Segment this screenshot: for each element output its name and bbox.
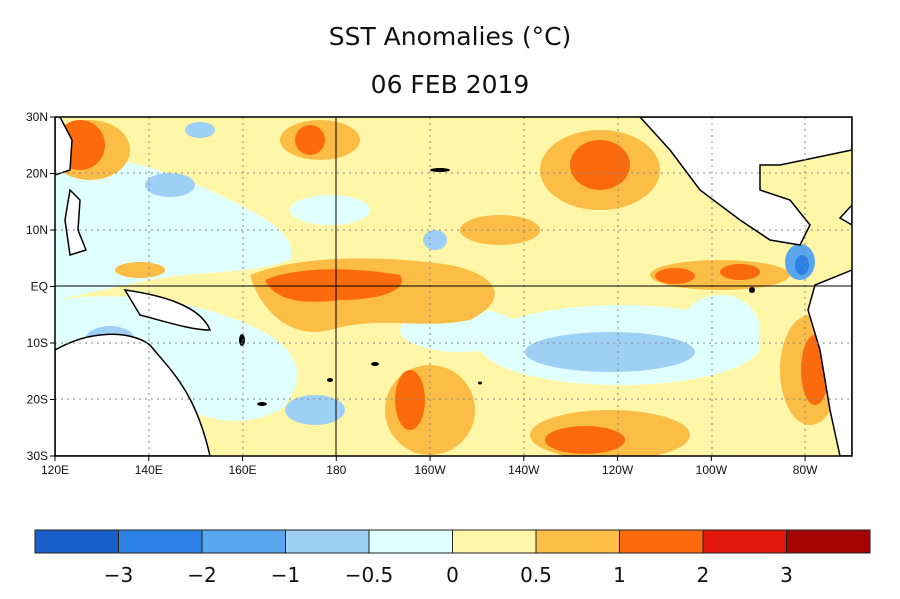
colorbar-label: −1: [271, 563, 300, 587]
colorbar-swatch: [619, 529, 704, 554]
y-tick-label: 30N: [26, 110, 48, 124]
x-tick-label: 80W: [793, 463, 818, 477]
colorbar-swatch: [368, 529, 453, 554]
colorbar-swatch: [786, 529, 871, 554]
chart-title: SST Anomalies (°C): [328, 22, 572, 51]
colorbar-label: 1: [613, 563, 626, 587]
x-tick-label: 160E: [229, 463, 257, 477]
land-masses: [55, 117, 852, 456]
y-tick-label: 30S: [27, 449, 48, 463]
x-tick-label: 100W: [696, 463, 728, 477]
x-tick-label: 160W: [414, 463, 446, 477]
colorbar-label: 0.5: [520, 563, 552, 587]
colorbar-swatch: [285, 529, 370, 554]
x-tick-label: 180: [326, 463, 346, 477]
colorbar-swatch: [118, 529, 203, 554]
y-tick-label: 20N: [26, 167, 48, 181]
colorbar-swatch: [702, 529, 787, 554]
x-tick-label: 120E: [41, 463, 69, 477]
islands: [239, 168, 755, 406]
chart-date: 06 FEB 2019: [370, 70, 530, 99]
y-tick-label: 10N: [26, 223, 48, 237]
x-tick-label: 140E: [135, 463, 163, 477]
y-tick-label: EQ: [31, 280, 48, 294]
colorbar-label: −2: [187, 563, 216, 587]
y-tick-label: 10S: [27, 336, 48, 350]
colorbar-swatch: [201, 529, 286, 554]
colorbar-swatch: [452, 529, 537, 554]
colorbar-label: −3: [104, 563, 133, 587]
anomaly-field: [55, 117, 852, 456]
x-tick-label: 120W: [602, 463, 634, 477]
x-tick-label: 140W: [508, 463, 540, 477]
colorbar-label: −0.5: [345, 563, 394, 587]
colorbar-label: 2: [697, 563, 710, 587]
colorbar-label: 0: [446, 563, 459, 587]
y-tick-label: 20S: [27, 393, 48, 407]
colorbar-swatch: [535, 529, 620, 554]
colorbar-swatch: [34, 529, 119, 554]
colorbar-label: 3: [780, 563, 793, 587]
